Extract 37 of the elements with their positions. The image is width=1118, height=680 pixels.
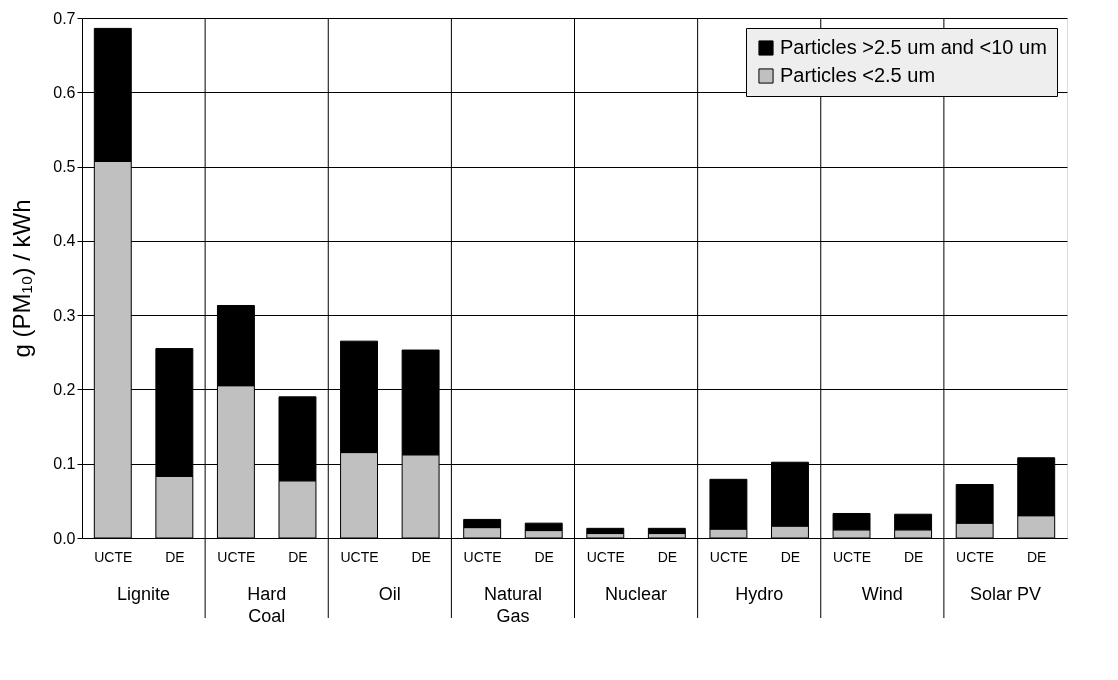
x-tick-label: DE bbox=[288, 548, 308, 565]
text: Wind bbox=[861, 584, 903, 604]
text: Lignite bbox=[117, 584, 171, 604]
x-tick-label: UCTE bbox=[217, 548, 256, 565]
x-tick-label: UCTE bbox=[956, 548, 995, 565]
y-tick-label: 0.7 bbox=[53, 9, 76, 27]
x-tick-label: UCTE bbox=[94, 548, 133, 565]
y-tick-label: 0.0 bbox=[53, 529, 76, 547]
x-tick-label: DE bbox=[903, 548, 924, 565]
text: Oil bbox=[378, 584, 401, 604]
x-tick-label: DE bbox=[657, 548, 678, 565]
x-tick-label: DE bbox=[411, 548, 431, 565]
x-tick-label: UCTE bbox=[463, 548, 502, 565]
x-tick-label: UCTE bbox=[586, 548, 625, 565]
bar bbox=[647, 527, 686, 535]
legend-label: Particles <2.5 um bbox=[780, 64, 936, 86]
x-tick-label: DE bbox=[780, 548, 801, 565]
y-tick-label: 0.5 bbox=[53, 158, 76, 176]
bar bbox=[586, 527, 625, 535]
y-axis-title: g (PM₁₀) / kWh bbox=[8, 199, 36, 358]
x-tick-label: UCTE bbox=[709, 548, 748, 565]
y-tick-label: 0.6 bbox=[53, 83, 76, 101]
text: Hard Coal bbox=[247, 584, 287, 626]
x-tick-label: UCTE bbox=[340, 548, 379, 565]
text: Natural Gas bbox=[483, 584, 542, 626]
text: Solar PV bbox=[969, 584, 1041, 604]
x-tick-label: DE bbox=[534, 548, 554, 565]
y-tick-label: 0.2 bbox=[53, 380, 76, 398]
y-tick-label: 0.4 bbox=[53, 232, 76, 250]
text: Nuclear bbox=[605, 584, 668, 604]
y-tick-label: 0.3 bbox=[53, 306, 76, 324]
x-tick-label: UCTE bbox=[832, 548, 872, 565]
legend-label: Particles >2.5 um and <10 um bbox=[780, 36, 1047, 58]
y-tick-label: 0.1 bbox=[53, 455, 76, 473]
x-tick-label: DE bbox=[1026, 548, 1047, 565]
text: Hydro bbox=[735, 584, 784, 604]
x-tick-label: DE bbox=[165, 548, 185, 565]
